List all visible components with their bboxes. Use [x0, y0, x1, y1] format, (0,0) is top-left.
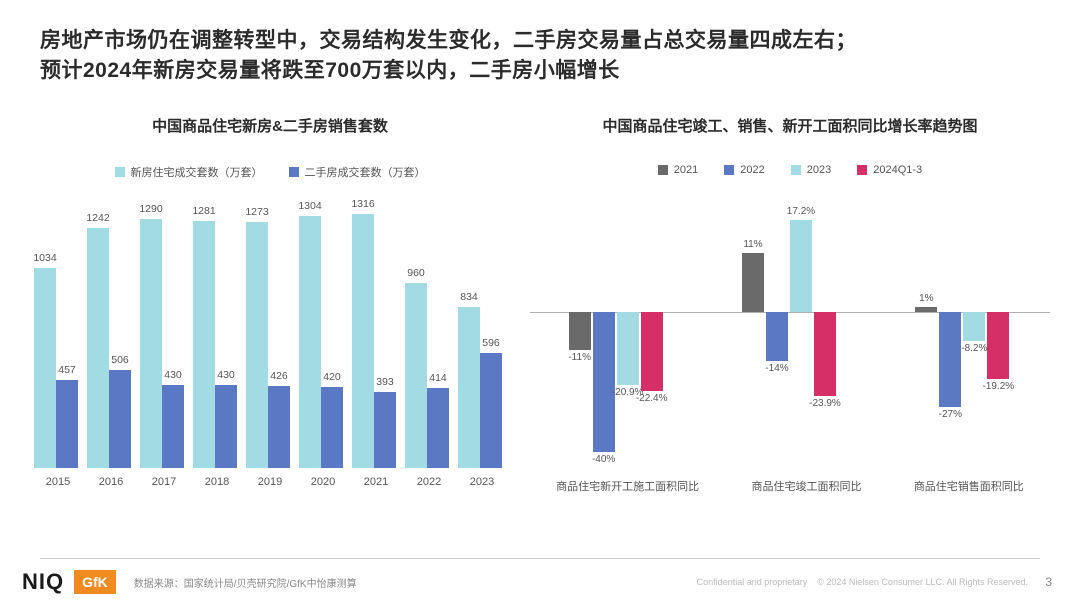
bar-y2022: -27% — [939, 312, 961, 407]
x-tick: 2018 — [193, 476, 241, 488]
legend-item: 新房住宅成交套数（万套） — [115, 164, 263, 180]
bar-new-home: 1290 — [140, 219, 162, 468]
x-tick: 商品住宅新开工施工面积同比 — [556, 478, 699, 494]
niq-logo: NIQ — [22, 569, 64, 595]
x-tick: 2022 — [405, 476, 453, 488]
bar-second-hand: 457 — [56, 380, 78, 468]
left-chart-title: 中国商品住宅新房&二手房销售套数 — [30, 115, 510, 136]
right-bar-chart: 中国商品住宅竣工、销售、新开工面积同比增长率趋势图 20212022202320… — [530, 115, 1050, 494]
bar-y2024q13: -19.2% — [987, 312, 1009, 379]
page-number: 3 — [1045, 575, 1052, 589]
footer: NIQ GfK 数据来源：国家统计局/贝壳研究院/GfK中怡康测算 Confid… — [22, 569, 1058, 595]
data-source: 数据来源：国家统计局/贝壳研究院/GfK中怡康测算 — [134, 575, 357, 590]
bar-y2023: -20.9% — [617, 312, 639, 385]
charts-row: 中国商品住宅新房&二手房销售套数 新房住宅成交套数（万套） 二手房成交套数（万套）… — [0, 87, 1080, 494]
category-group: 1%-27%-8.2%-19.2% — [915, 194, 1011, 470]
bar-second-hand: 426 — [268, 386, 290, 468]
x-tick: 2016 — [87, 476, 135, 488]
bar-second-hand: 596 — [480, 353, 502, 468]
bar-y2023: -8.2% — [963, 312, 985, 341]
bar-y2021: 1% — [915, 307, 937, 312]
legend-item: 2022 — [724, 164, 764, 176]
bar-y2023: 17.2% — [790, 220, 812, 312]
bar-new-home: 1034 — [34, 268, 56, 467]
left-bar-chart: 中国商品住宅新房&二手房销售套数 新房住宅成交套数（万套） 二手房成交套数（万套）… — [30, 115, 510, 494]
year-group: 1290430 — [140, 219, 188, 468]
right-chart-legend: 2021 2022 2023 2024Q1-3 — [530, 164, 1050, 176]
x-tick: 2015 — [34, 476, 82, 488]
footer-divider — [40, 558, 1040, 559]
right-chart-xaxis: 商品住宅新开工施工面积同比 商品住宅竣工面积同比 商品住宅销售面积同比 — [530, 478, 1050, 494]
bar-y2021: 11% — [742, 253, 764, 312]
category-group: 11%-14%17.2%-23.9% — [742, 194, 838, 470]
x-tick: 商品住宅竣工面积同比 — [751, 478, 861, 494]
right-chart-title: 中国商品住宅竣工、销售、新开工面积同比增长率趋势图 — [530, 115, 1050, 136]
year-group: 1281430 — [193, 221, 241, 468]
x-tick: 2021 — [352, 476, 400, 488]
year-group: 1034457 — [34, 268, 82, 467]
year-group: 960414 — [405, 283, 453, 468]
bar-second-hand: 506 — [109, 370, 131, 468]
left-chart-legend: 新房住宅成交套数（万套） 二手房成交套数（万套） — [30, 164, 510, 180]
x-tick: 商品住宅销售面积同比 — [914, 478, 1024, 494]
title-line-1: 房地产市场仍在调整转型中，交易结构发生变化，二手房交易量占总交易量四成左右； — [40, 29, 857, 52]
gfk-logo: GfK — [74, 570, 116, 594]
legend-item: 2023 — [791, 164, 831, 176]
category-group: -11%-40%-20.9%-22.4% — [569, 194, 665, 470]
x-tick: 2019 — [246, 476, 294, 488]
bar-y2022: -40% — [593, 312, 615, 452]
year-group: 834596 — [458, 307, 506, 468]
year-group: 1273426 — [246, 222, 294, 468]
year-group: 1304420 — [299, 216, 347, 467]
x-tick: 2023 — [458, 476, 506, 488]
bar-new-home: 1281 — [193, 221, 215, 468]
bar-second-hand: 414 — [427, 388, 449, 468]
bar-new-home: 1242 — [87, 228, 109, 468]
x-tick: 2020 — [299, 476, 347, 488]
bar-second-hand: 393 — [374, 392, 396, 468]
year-group: 1242506 — [87, 228, 135, 468]
bar-y2022: -14% — [766, 312, 788, 361]
title-line-2: 预计2024年新房交易量将跌至700万套以内，二手房小幅增长 — [40, 59, 620, 82]
left-chart-xaxis: 2015 2016 2017 2018 2019 2020 2021 2022 2023 — [30, 468, 510, 488]
legend-item: 2021 — [658, 164, 698, 176]
copyright-text: Confidential and proprietary © 2024 Niel… — [697, 577, 1028, 587]
bar-y2024q13: -22.4% — [641, 312, 663, 391]
right-chart-plot: -11%-40%-20.9%-22.4% 11%-14%17.2%-23.9% 1%… — [530, 194, 1050, 494]
bar-second-hand: 430 — [162, 385, 184, 468]
bar-new-home: 1273 — [246, 222, 268, 468]
bar-y2021: -11% — [569, 312, 591, 351]
left-chart-plot: 1034457124250612904301281430127342613044… — [30, 198, 510, 468]
slide-title: 房地产市场仍在调整转型中，交易结构发生变化，二手房交易量占总交易量四成左右； 预… — [0, 0, 1080, 87]
x-tick: 2017 — [140, 476, 188, 488]
legend-item: 二手房成交套数（万套） — [289, 164, 426, 180]
bar-new-home: 1304 — [299, 216, 321, 467]
legend-item: 2024Q1-3 — [857, 164, 922, 176]
bar-new-home: 960 — [405, 283, 427, 468]
bar-new-home: 1316 — [352, 214, 374, 468]
bar-new-home: 834 — [458, 307, 480, 468]
bar-second-hand: 430 — [215, 385, 237, 468]
bar-second-hand: 420 — [321, 387, 343, 468]
year-group: 1316393 — [352, 214, 400, 468]
bar-y2024q13: -23.9% — [814, 312, 836, 396]
